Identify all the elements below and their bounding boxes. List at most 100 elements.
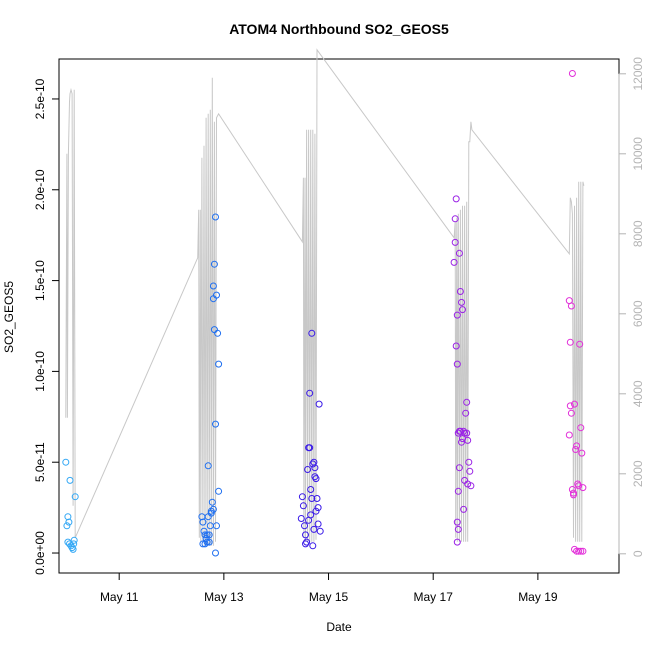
data-point-1 [70,536,78,544]
data-point-3 [310,525,318,533]
data-point-3 [298,493,306,501]
data-point-2 [213,291,220,299]
data-point-3 [308,329,316,337]
data-point-2 [209,505,217,513]
data-point-4 [454,525,462,533]
data-point-4 [463,429,471,437]
data-point-3 [308,495,316,502]
data-point-1 [63,522,71,530]
data-point-2 [215,487,223,495]
data-point-2 [203,538,211,546]
data-point-2 [209,282,217,290]
data-point-3 [315,400,323,408]
data-point-4 [464,436,472,444]
y-tick-label: 2.5e-10 [33,78,47,119]
data-point-1 [70,540,78,548]
data-point-5 [565,431,573,439]
y2-tick-label: 0 [631,550,645,557]
altitude-line [65,48,585,546]
data-point-3 [303,538,311,546]
data-point-2 [210,260,218,268]
data-point-2 [213,522,220,530]
data-point-3 [306,444,314,452]
x-axis: May 11 May 13 May 15 May 17 May 19 [100,572,558,604]
data-point-4 [463,398,471,406]
data-point-2 [203,531,211,539]
data-point-4 [453,518,461,526]
x-tick-label: May 13 [204,590,244,604]
data-point-3 [306,389,314,397]
data-point-5 [573,442,581,450]
y-tick-label: 1.5e-10 [33,260,47,301]
data-point-4 [450,258,458,266]
data-point-4 [453,538,461,546]
data-point-3 [309,542,317,550]
y2-tick-label: 2000 [631,460,645,487]
data-point-2 [204,462,212,470]
data-point-3 [304,466,312,473]
data-point-1 [65,518,73,526]
data-point-3 [307,511,315,519]
data-point-4 [451,238,459,246]
data-point-5 [567,302,575,310]
data-point-5 [577,547,585,555]
data-point-3 [297,515,305,522]
data-point-3 [307,486,315,493]
data-point-5 [571,545,578,553]
data-point-2 [215,360,223,368]
data-point-4 [461,476,469,484]
data-point-1 [66,476,74,484]
y-axis-label: SO2_GEOS5 [2,281,16,353]
data-point-5 [572,446,580,453]
data-point-5 [579,484,587,492]
x-tick-label: May 11 [100,590,139,604]
y-tick-label: 5.0e-11 [33,442,47,482]
data-point-5 [566,402,574,410]
data-point-4 [466,467,474,475]
data-point-3 [314,520,322,528]
y-tick-label: 1.0e-10 [33,351,47,392]
data-point-3 [309,460,317,468]
data-point-2 [206,522,214,530]
data-point-4 [459,306,466,314]
data-point-3 [311,473,319,481]
y2-tick-label: 10000 [631,137,645,171]
data-point-4 [455,464,463,472]
data-point-3 [301,522,308,530]
data-point-5 [575,482,583,490]
data-point-4 [456,427,464,435]
plot-frame [58,58,620,574]
data-point-2 [212,549,219,557]
data-point-4 [458,298,465,306]
data-point-5 [576,340,584,348]
data-point-5 [566,338,574,346]
chart-title: ATOM4 Northbound SO2_GEOS5 [229,21,449,37]
y2-tick-label: 12000 [631,57,645,91]
data-point-4 [465,458,473,466]
data-point-2 [199,540,207,548]
points-layer [62,70,587,557]
y-axis: 0.0e+00 5.0e-11 1.0e-10 1.5e-10 2.0e-10 2.5e-… [33,78,60,575]
data-point-3 [314,504,322,512]
data-point-5 [575,547,583,555]
data-point-5 [567,409,575,417]
data-point-2 [212,420,219,428]
data-point-2 [201,531,209,539]
data-point-4 [454,487,462,495]
data-point-1 [71,493,79,501]
data-point-4 [453,311,461,319]
y-tick-label: 0.0e+00 [33,531,47,575]
data-point-3 [312,507,320,515]
data-point-2 [201,540,209,548]
x-axis-label: Date [326,620,352,634]
data-point-3 [302,540,309,548]
data-point-2 [205,531,213,539]
altitude-line-layer [65,48,585,546]
data-point-5 [577,424,585,432]
data-point-5 [579,547,587,555]
data-point-2 [207,507,215,515]
data-point-2 [212,213,219,221]
data-point-2 [207,509,215,517]
data-point-5 [568,70,576,77]
